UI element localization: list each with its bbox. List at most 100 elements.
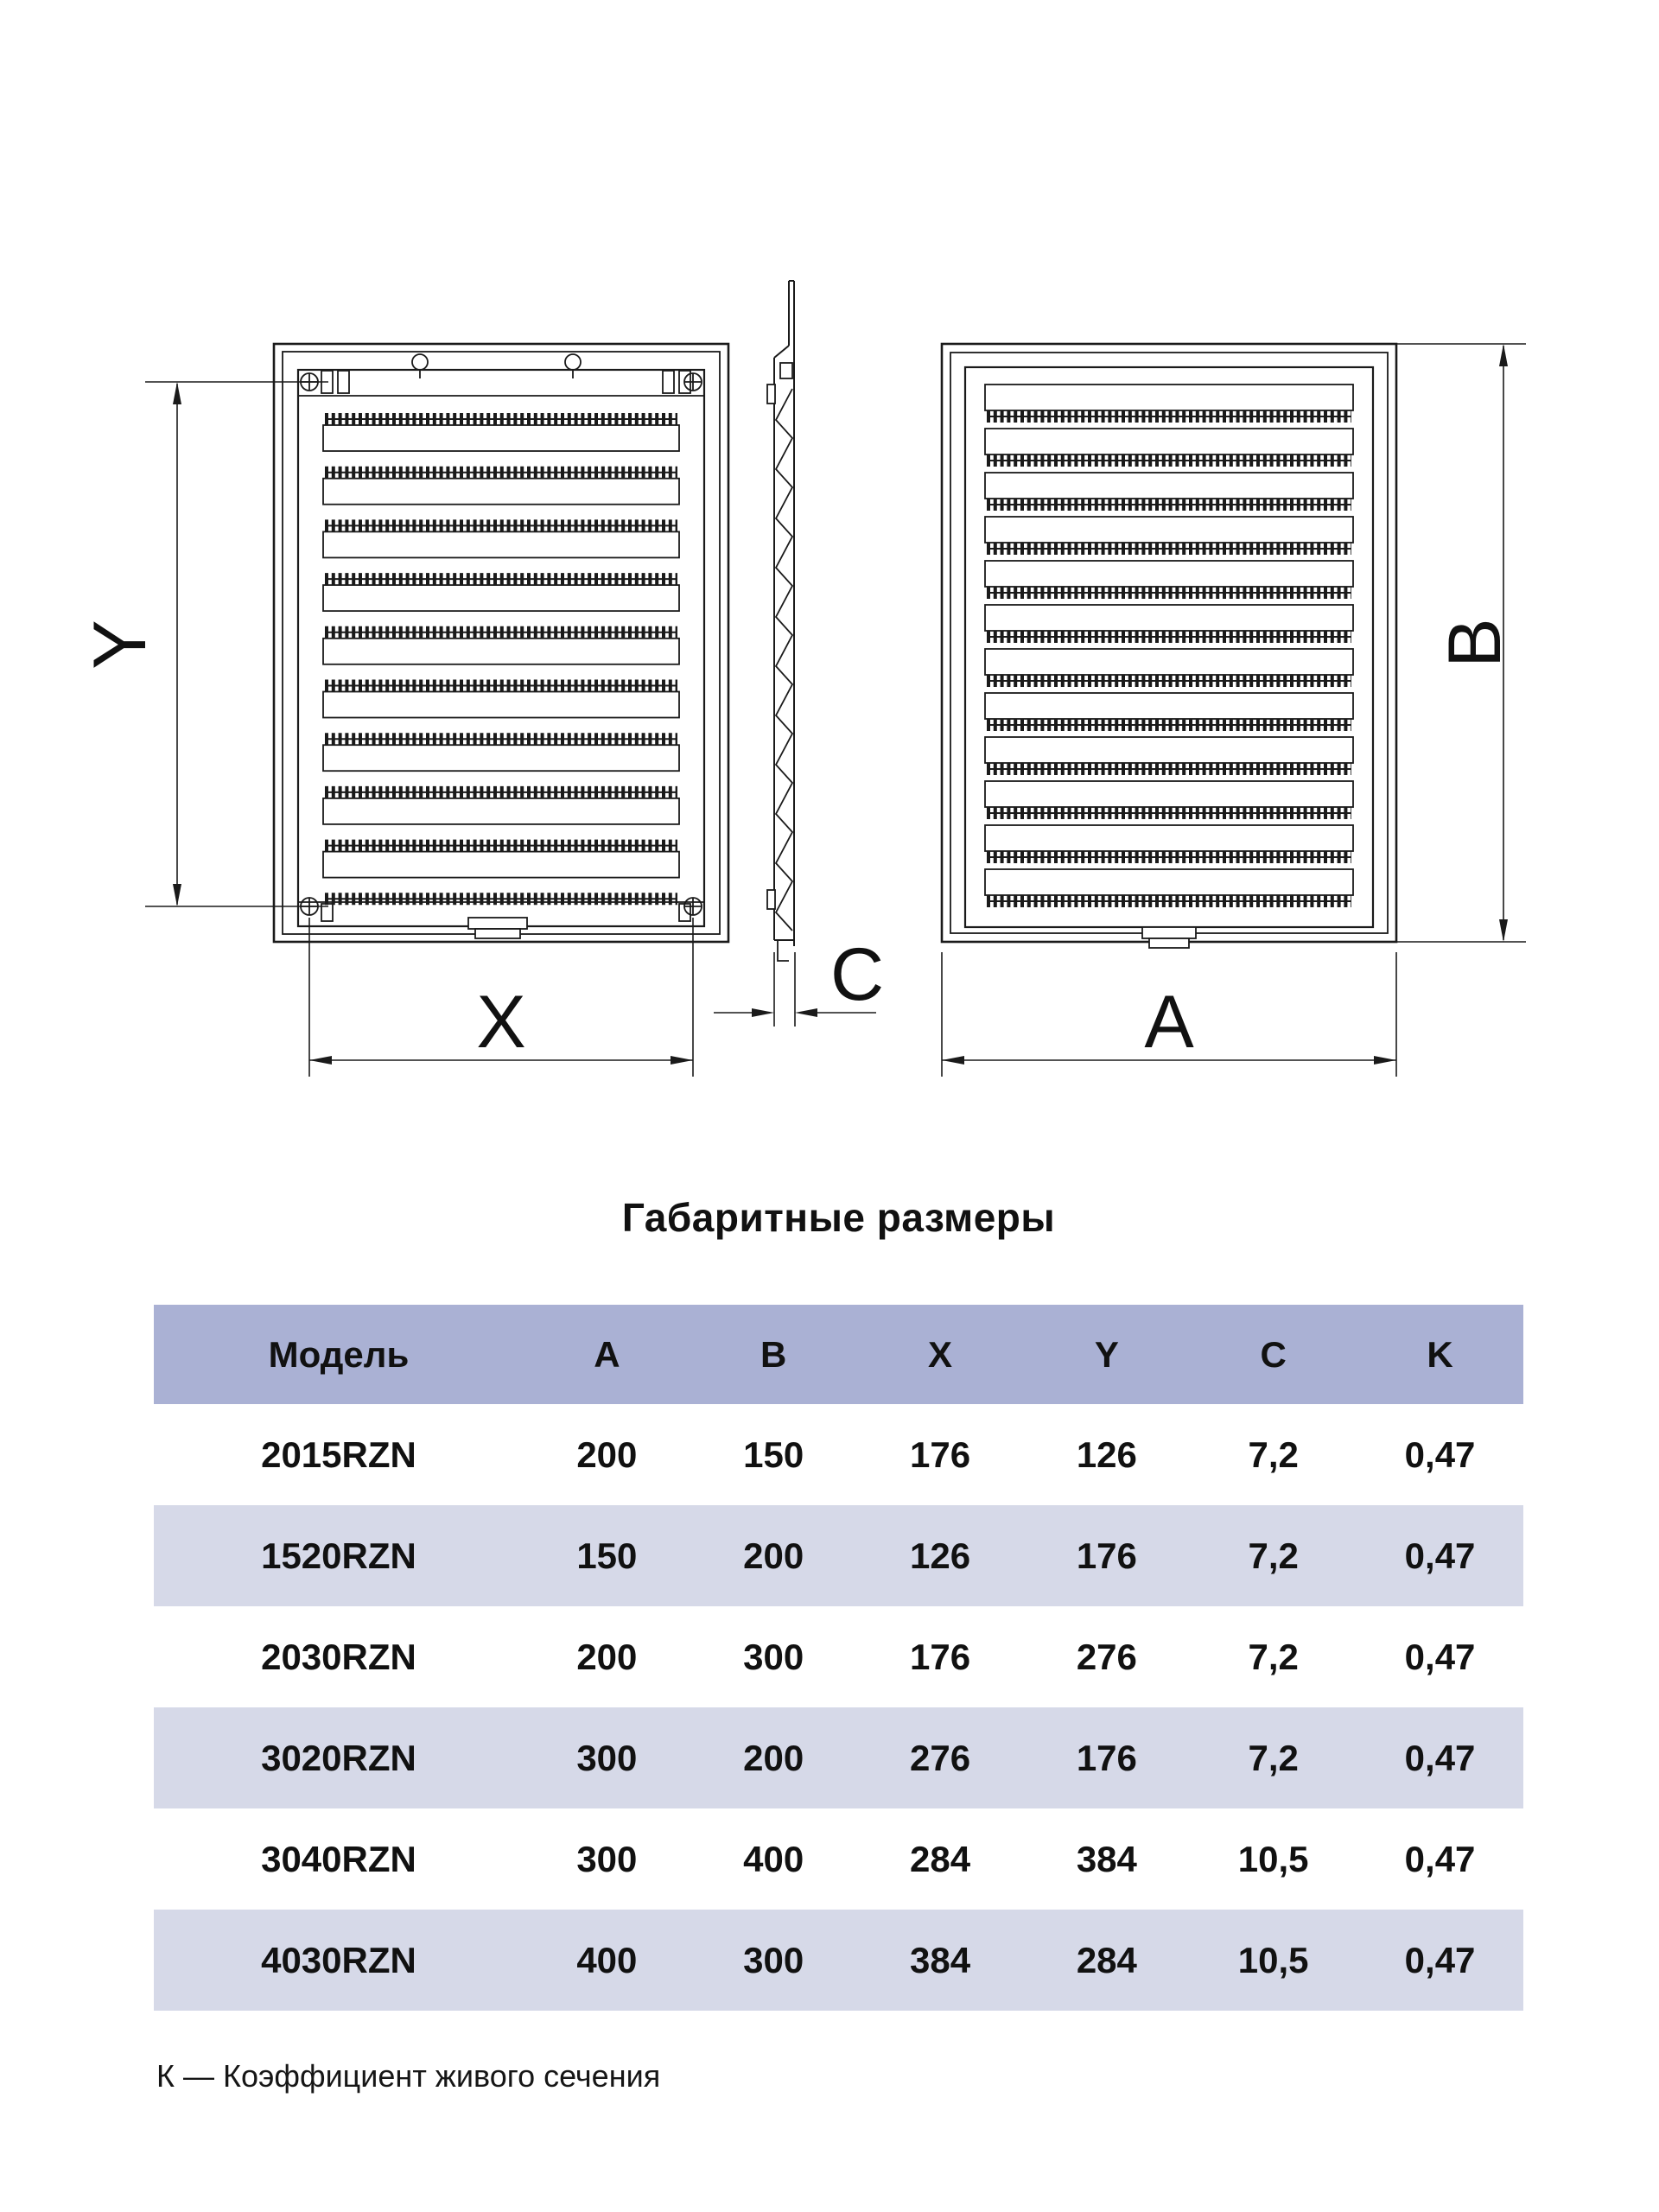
table-cell: 400 [690,1808,857,1910]
louver-slat [984,692,1354,720]
dimension-y: Y [79,381,328,907]
column-header-b: B [690,1305,857,1404]
table-cell: 176 [1023,1505,1191,1606]
louver-slat [984,560,1354,588]
side-tab [766,384,776,404]
side-view [766,280,795,962]
column-header-model: Модель [154,1305,524,1404]
back-view [940,342,1398,949]
table-cell: 276 [856,1707,1024,1808]
louver-slat [322,637,680,665]
column-header-y: Y [1023,1305,1191,1404]
table-cell: 200 [523,1606,690,1707]
table-cell: 300 [690,1910,857,2011]
dimension-b: B [1394,343,1526,943]
table-cell: 0,47 [1357,1505,1523,1606]
dimension-label-c: C [830,933,884,1016]
screw-icon [683,372,702,391]
table-cell: 126 [1023,1404,1191,1505]
table-cell: 200 [690,1505,857,1606]
table-cell: 300 [523,1707,690,1808]
table-cell: 0,47 [1357,1707,1523,1808]
dimension-c: C [714,933,884,1027]
table-cell: 284 [1023,1910,1191,2011]
table-row: 2015RZN 200 150 176 126 7,2 0,47 [154,1404,1523,1505]
side-louver-zigzag [774,388,794,931]
louver-slat [322,424,680,452]
table-cell: 126 [856,1505,1024,1606]
table-cell: 7,2 [1190,1505,1357,1606]
table-cell: 0,47 [1357,1606,1523,1707]
model-cell: 3020RZN [154,1707,524,1808]
louver-slat [322,690,680,719]
table-cell: 176 [856,1404,1024,1505]
front-outer-frame [272,342,730,944]
front-view [272,342,730,944]
table-row: 3040RZN 300 400 284 384 10,5 0,47 [154,1808,1523,1910]
table-cell: 7,2 [1190,1404,1357,1505]
louver-slat [984,648,1354,676]
table-cell: 0,47 [1357,1404,1523,1505]
louver-slat [322,798,680,825]
louver-slat [984,604,1354,632]
clip-tab [474,928,521,939]
table-cell: 7,2 [1190,1707,1357,1808]
table-cell: 176 [856,1606,1024,1707]
table-cell: 200 [523,1404,690,1505]
louver-slat [984,428,1354,455]
table-cell: 150 [523,1505,690,1606]
dimension-label-b: B [1433,618,1516,667]
louver-slat [984,868,1354,896]
table-row: 1520RZN 150 200 126 176 7,2 0,47 [154,1505,1523,1606]
louver-slat [322,584,680,612]
latch-square [662,370,675,394]
screw-icon [683,897,702,916]
louver-slat [984,824,1354,852]
table-cell: 300 [523,1808,690,1910]
table-cell: 10,5 [1190,1808,1357,1910]
page-title: Габаритные размеры [621,1195,1056,1240]
model-cell: 1520RZN [154,1505,524,1606]
table-cell: 384 [1023,1808,1191,1910]
column-header-c: C [1190,1305,1357,1404]
clip-tab [1141,926,1197,939]
side-tab [779,362,793,379]
model-cell: 2015RZN [154,1404,524,1505]
dimension-label-y: Y [79,620,162,669]
louver-slat [984,736,1354,764]
column-header-x: X [856,1305,1024,1404]
louver-slat [984,516,1354,543]
side-tab [766,889,776,910]
table-cell: 7,2 [1190,1606,1357,1707]
table-header-row: Модель A B X Y C K [154,1305,1523,1404]
table-cell: 0,47 [1357,1910,1523,2011]
table-cell: 0,47 [1357,1808,1523,1910]
back-louvers [984,384,1354,907]
louver-slat [322,531,680,559]
side-foot [777,940,789,962]
louver-slat [322,744,680,772]
table-row: 3020RZN 300 200 276 176 7,2 0,47 [154,1707,1523,1808]
table-cell: 300 [690,1606,857,1707]
table-cell: 284 [856,1808,1024,1910]
louver-slat [984,384,1354,411]
table-cell: 150 [690,1404,857,1505]
footnote: К — Коэффициент живого сечения [156,2058,661,2094]
table-row: 2030RZN 200 300 176 276 7,2 0,47 [154,1606,1523,1707]
clip-tab [1148,938,1190,949]
dimension-a: A [941,952,1397,1077]
louver-slat [984,472,1354,499]
table-cell: 176 [1023,1707,1191,1808]
louver-slat [322,850,680,879]
table-row: 4030RZN 400 300 384 284 10,5 0,47 [154,1910,1523,2011]
table-cell: 384 [856,1910,1024,2011]
dimension-label-x: X [476,981,525,1064]
dimension-x: X [308,918,694,1077]
side-step [773,345,790,359]
table-cell: 10,5 [1190,1910,1357,2011]
model-cell: 3040RZN [154,1808,524,1910]
louver-slat [984,780,1354,808]
latch-square [337,370,350,394]
dimensions-table: Модель A B X Y C K 2015RZN 200 150 176 1… [154,1305,1523,2011]
